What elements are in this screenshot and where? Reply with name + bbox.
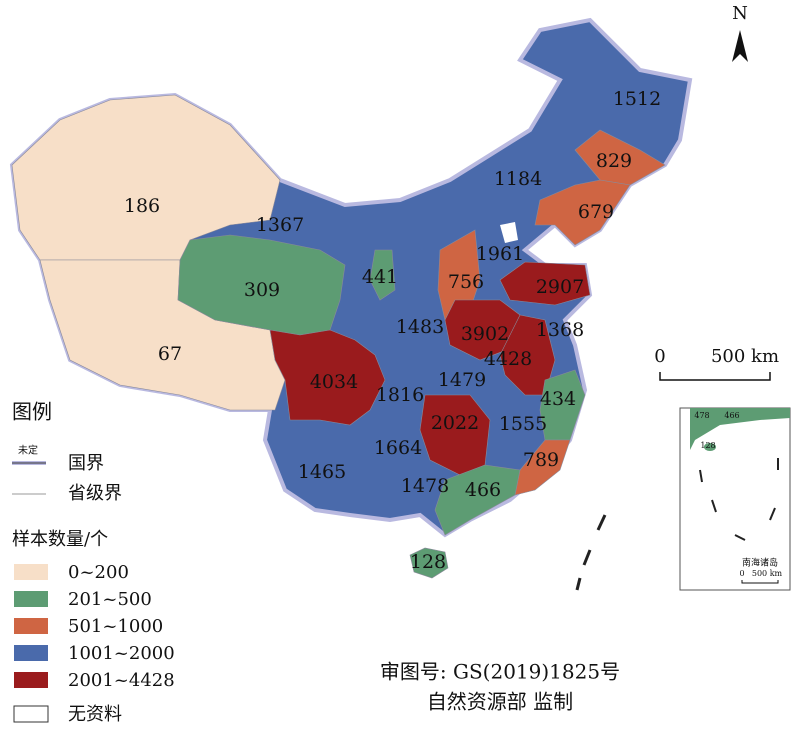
region-value: 434	[540, 388, 576, 410]
region	[409, 547, 449, 579]
inset-label: 466	[724, 411, 739, 420]
no-data-label: 无资料	[68, 704, 122, 725]
region	[499, 261, 591, 306]
region-value: 466	[465, 479, 501, 501]
region	[269, 329, 386, 426]
legend-swatch	[14, 564, 48, 580]
inset-label: 128	[700, 441, 715, 450]
supervisor: 自然资源部 监制	[427, 690, 573, 714]
region-value: 4428	[484, 348, 532, 370]
inset-scale-distance: 500 km	[752, 569, 783, 578]
count-title: 样本数量/个	[12, 529, 108, 550]
legend: 图例 未定 国界 省级界 样本数量/个 0~200 201~500 501~1000…	[12, 400, 175, 725]
approval-number: 审图号: GS(2019)1825号	[380, 660, 620, 684]
region-value: 1367	[256, 214, 304, 236]
region-value: 1512	[613, 88, 661, 110]
region-value: 67	[158, 343, 182, 365]
no-data-swatch	[13, 705, 49, 723]
region-labels: 186 67 309 1367 441 1184 1512 829 679 1961 756 2907…	[124, 88, 661, 573]
inset-frame	[679, 407, 791, 591]
region-value: 1479	[438, 369, 486, 391]
region-value: 679	[578, 201, 614, 223]
no-data-area	[500, 222, 518, 243]
legend-label: 0~200	[68, 562, 129, 583]
legend-label: 201~500	[68, 589, 152, 610]
region	[444, 299, 521, 361]
region-value: 2022	[431, 412, 479, 434]
inset: 478 466 128 南海诸岛 0 500 km	[679, 407, 791, 591]
boundary-note: 未定	[18, 444, 38, 457]
region	[534, 179, 631, 246]
inset-scale-zero: 0	[739, 569, 744, 578]
legend-swatch	[14, 618, 48, 634]
region-value: 2907	[536, 276, 584, 298]
region-value: 3902	[461, 323, 509, 345]
inset-island	[704, 443, 716, 451]
legend-swatch	[14, 591, 48, 607]
region-value: 1961	[476, 243, 524, 265]
north-label: N	[732, 3, 748, 24]
legend-classes: 0~200 201~500 501~1000 1001~2000 2001~4428	[14, 562, 175, 691]
land	[9, 17, 693, 579]
legend-swatch	[14, 645, 48, 661]
region	[499, 314, 556, 396]
legend-swatch	[14, 672, 48, 688]
region-value: 1465	[298, 461, 346, 483]
region-value: 1478	[401, 475, 449, 497]
inset-land	[690, 408, 790, 450]
inset-title: 南海诸岛	[742, 557, 778, 569]
region-value: 789	[523, 449, 559, 471]
region-value: 829	[596, 150, 632, 172]
region-value: 1664	[374, 437, 422, 459]
region	[369, 249, 396, 301]
scale-bar: 0 500 km	[654, 346, 779, 381]
region-value: 4034	[310, 371, 358, 393]
scale-distance: 500 km	[711, 346, 779, 367]
region-value: 1368	[536, 319, 584, 341]
boundary-label: 国界	[68, 453, 104, 474]
inset-label: 478	[694, 411, 709, 420]
region	[434, 464, 521, 536]
region-value: 441	[362, 266, 398, 288]
legend-label: 1001~2000	[68, 643, 175, 664]
north-arrow: N	[732, 3, 748, 62]
region-value: 309	[244, 279, 280, 301]
legend-label: 2001~4428	[68, 670, 175, 691]
legend-title: 图例	[12, 400, 52, 424]
region-value: 1555	[499, 413, 547, 435]
region-value: 186	[124, 195, 160, 217]
region-value: 128	[410, 551, 446, 573]
region-value: 1816	[376, 384, 424, 406]
region-value: 756	[448, 271, 484, 293]
region-value: 1483	[396, 316, 444, 338]
legend-label: 501~1000	[68, 616, 163, 637]
strait-dashes	[575, 514, 607, 591]
region-value: 1184	[494, 168, 542, 190]
provincial-label: 省级界	[68, 483, 122, 504]
scale-zero: 0	[654, 346, 665, 367]
